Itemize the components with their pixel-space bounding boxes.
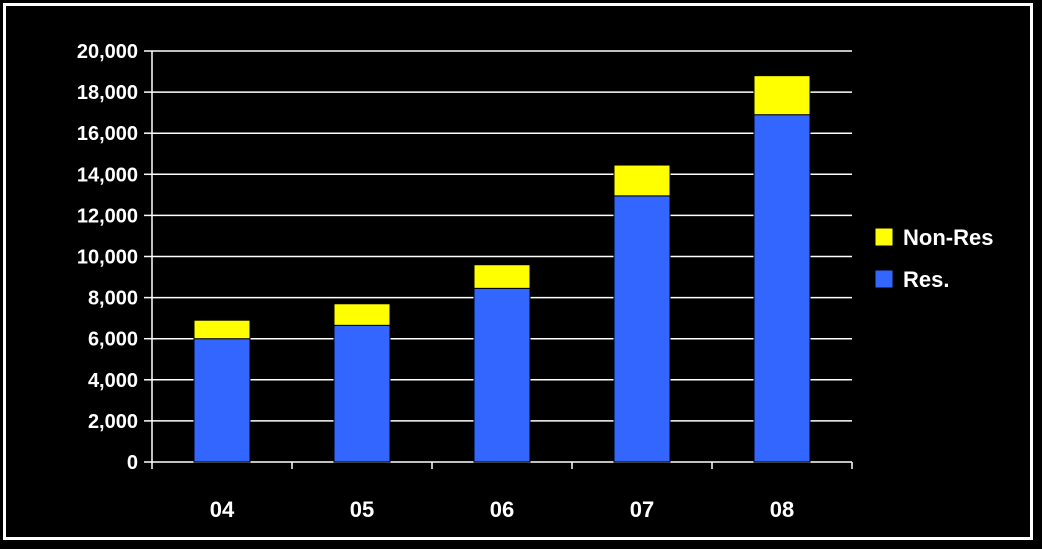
bar-res-06: [473, 287, 531, 463]
legend-swatch: [874, 269, 894, 289]
y-tick-label: 16,000: [77, 123, 138, 145]
bar-non-res-04: [193, 319, 251, 340]
x-tick-label: 08: [770, 497, 794, 522]
bar-res-07: [613, 195, 671, 463]
bar-non-res-05: [333, 303, 391, 326]
y-tick-label: 14,000: [77, 164, 138, 186]
x-tick-label: 06: [490, 497, 514, 522]
bar-res-04: [193, 338, 251, 463]
bar-res-08: [753, 114, 811, 463]
y-tick-label: 12,000: [77, 205, 138, 227]
x-tick-label: 04: [210, 497, 235, 522]
y-tick-label: 8,000: [88, 288, 138, 310]
legend-swatch: [874, 227, 894, 247]
bar-non-res-06: [473, 264, 531, 289]
y-tick-label: 18,000: [77, 82, 138, 104]
y-tick-label: 6,000: [88, 329, 138, 351]
y-tick-label: 4,000: [88, 370, 138, 392]
legend-label: Non-Res: [903, 225, 993, 250]
x-tick-label: 05: [350, 497, 374, 522]
y-tick-label: 2,000: [88, 411, 138, 433]
x-tick-label: 07: [630, 497, 654, 522]
bar-res-05: [333, 324, 391, 463]
y-tick-label: 20,000: [77, 41, 138, 63]
y-tick-label: 10,000: [77, 247, 138, 269]
bar-non-res-07: [613, 164, 671, 197]
bar-non-res-08: [753, 75, 811, 116]
legend-label: Res.: [903, 267, 949, 292]
y-tick-label: 0: [127, 452, 138, 474]
